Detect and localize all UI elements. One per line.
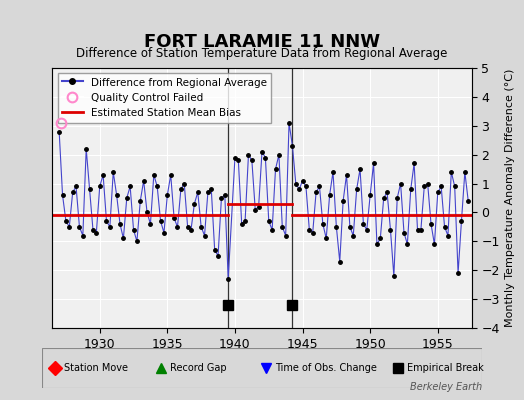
Text: Station Move: Station Move — [64, 363, 128, 373]
Y-axis label: Monthly Temperature Anomaly Difference (°C): Monthly Temperature Anomaly Difference (… — [505, 69, 515, 327]
Text: Empirical Break: Empirical Break — [407, 363, 484, 373]
Text: FORT LARAMIE 11 NNW: FORT LARAMIE 11 NNW — [144, 33, 380, 51]
Text: Time of Obs. Change: Time of Obs. Change — [275, 363, 377, 373]
Text: Record Gap: Record Gap — [170, 363, 226, 373]
Legend: Difference from Regional Average, Quality Control Failed, Estimated Station Mean: Difference from Regional Average, Qualit… — [58, 73, 271, 123]
Text: Difference of Station Temperature Data from Regional Average: Difference of Station Temperature Data f… — [77, 48, 447, 60]
Text: Berkeley Earth: Berkeley Earth — [410, 382, 482, 392]
